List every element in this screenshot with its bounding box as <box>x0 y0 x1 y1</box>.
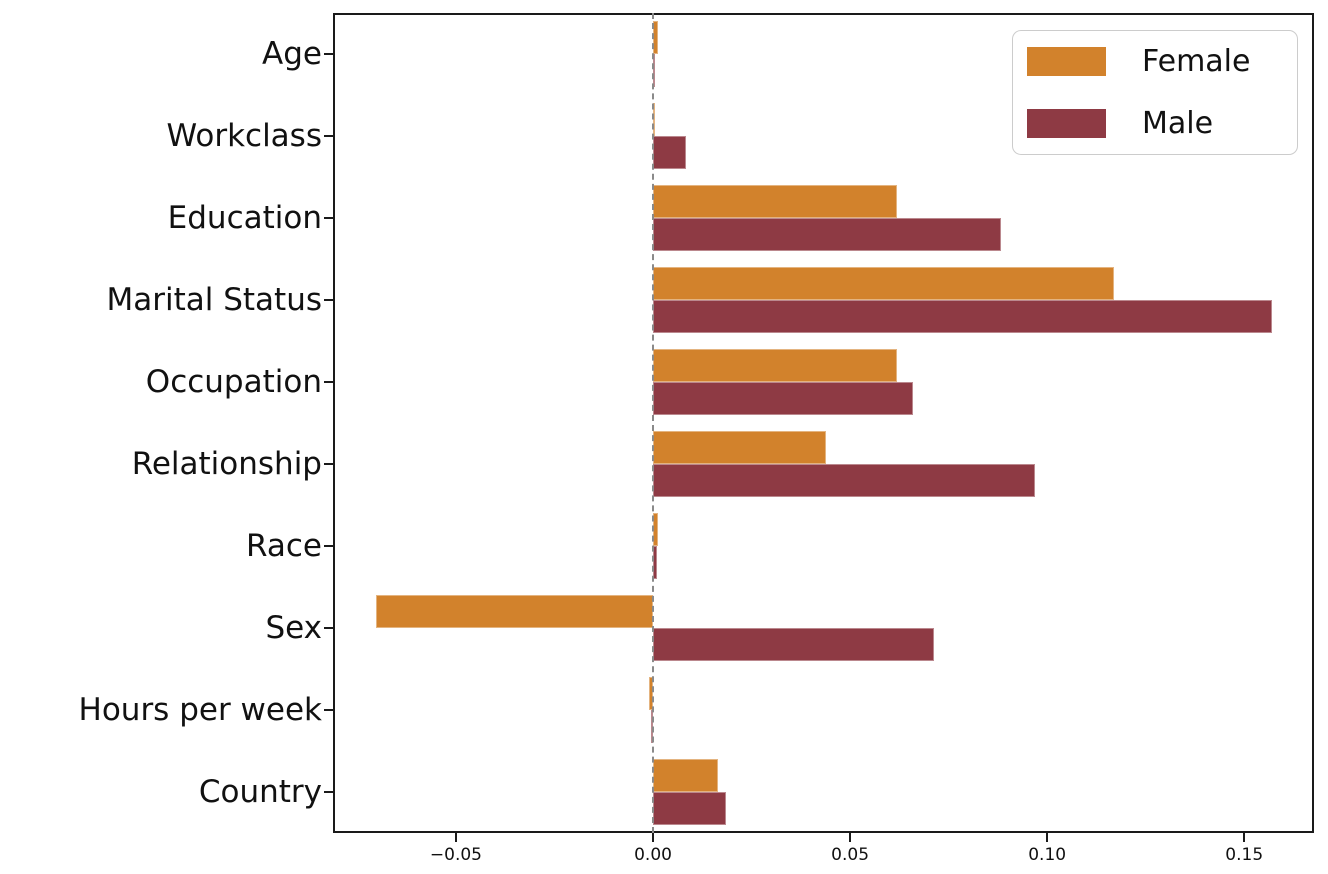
bar-female-race <box>653 513 658 546</box>
y-tick-mark <box>324 53 333 55</box>
bar-female-education <box>653 185 898 218</box>
y-axis-label: Age <box>262 36 322 72</box>
bar-male-workclass <box>653 136 686 169</box>
y-axis-label: Occupation <box>145 364 322 400</box>
x-axis-tick-label: 0.15 <box>1225 845 1264 865</box>
y-tick-mark <box>324 217 333 219</box>
y-axis-label: Education <box>167 200 322 236</box>
y-tick-mark <box>324 135 333 137</box>
y-tick-mark <box>324 299 333 301</box>
y-tick-mark <box>324 791 333 793</box>
x-axis-tick-label: 0.10 <box>1028 845 1067 865</box>
legend-item-female: Female <box>1027 44 1283 79</box>
bar-male-country <box>653 792 726 825</box>
bar-male-sex <box>653 628 935 661</box>
y-tick-mark <box>324 381 333 383</box>
x-axis-tick-label: 0.00 <box>634 845 672 865</box>
legend-label-female: Female <box>1142 44 1251 79</box>
y-tick-mark <box>324 709 333 711</box>
zero-reference-line <box>652 13 655 833</box>
x-tick-mark <box>652 833 655 842</box>
bar-female-occupation <box>653 349 898 382</box>
bar-male-marital-status <box>653 300 1272 333</box>
y-axis-label: Relationship <box>131 446 322 482</box>
y-tick-mark <box>324 627 333 629</box>
bar-male-education <box>653 218 1002 251</box>
bar-female-sex <box>375 595 654 628</box>
y-axis-label: Marital Status <box>106 282 322 318</box>
bar-male-relationship <box>653 464 1036 497</box>
x-tick-mark <box>1046 833 1049 842</box>
x-tick-mark <box>849 833 852 842</box>
bar-female-relationship <box>653 431 827 464</box>
x-axis-tick-label: −0.05 <box>429 845 483 865</box>
legend-swatch-male <box>1027 109 1106 138</box>
x-tick-mark <box>1243 833 1246 842</box>
y-axis-label: Race <box>246 528 322 564</box>
y-axis-label: Workclass <box>166 118 322 154</box>
bar-female-age <box>653 21 659 54</box>
y-axis-label: Sex <box>265 610 322 646</box>
y-tick-mark <box>324 463 333 465</box>
legend: Female Male <box>1012 30 1298 155</box>
x-tick-mark <box>454 833 457 842</box>
x-axis-tick-label: 0.05 <box>831 845 870 865</box>
bar-female-country <box>653 759 718 792</box>
legend-swatch-female <box>1027 47 1106 76</box>
bar-female-marital-status <box>653 267 1115 300</box>
y-axis-label: Hours per week <box>78 692 322 728</box>
bar-male-race <box>653 546 657 579</box>
legend-label-male: Male <box>1142 106 1214 141</box>
y-axis-label: Country <box>198 774 322 810</box>
y-tick-mark <box>324 545 333 547</box>
bar-male-occupation <box>653 382 913 415</box>
legend-item-male: Male <box>1027 106 1283 141</box>
bar-female-hours-per-week <box>648 677 654 710</box>
